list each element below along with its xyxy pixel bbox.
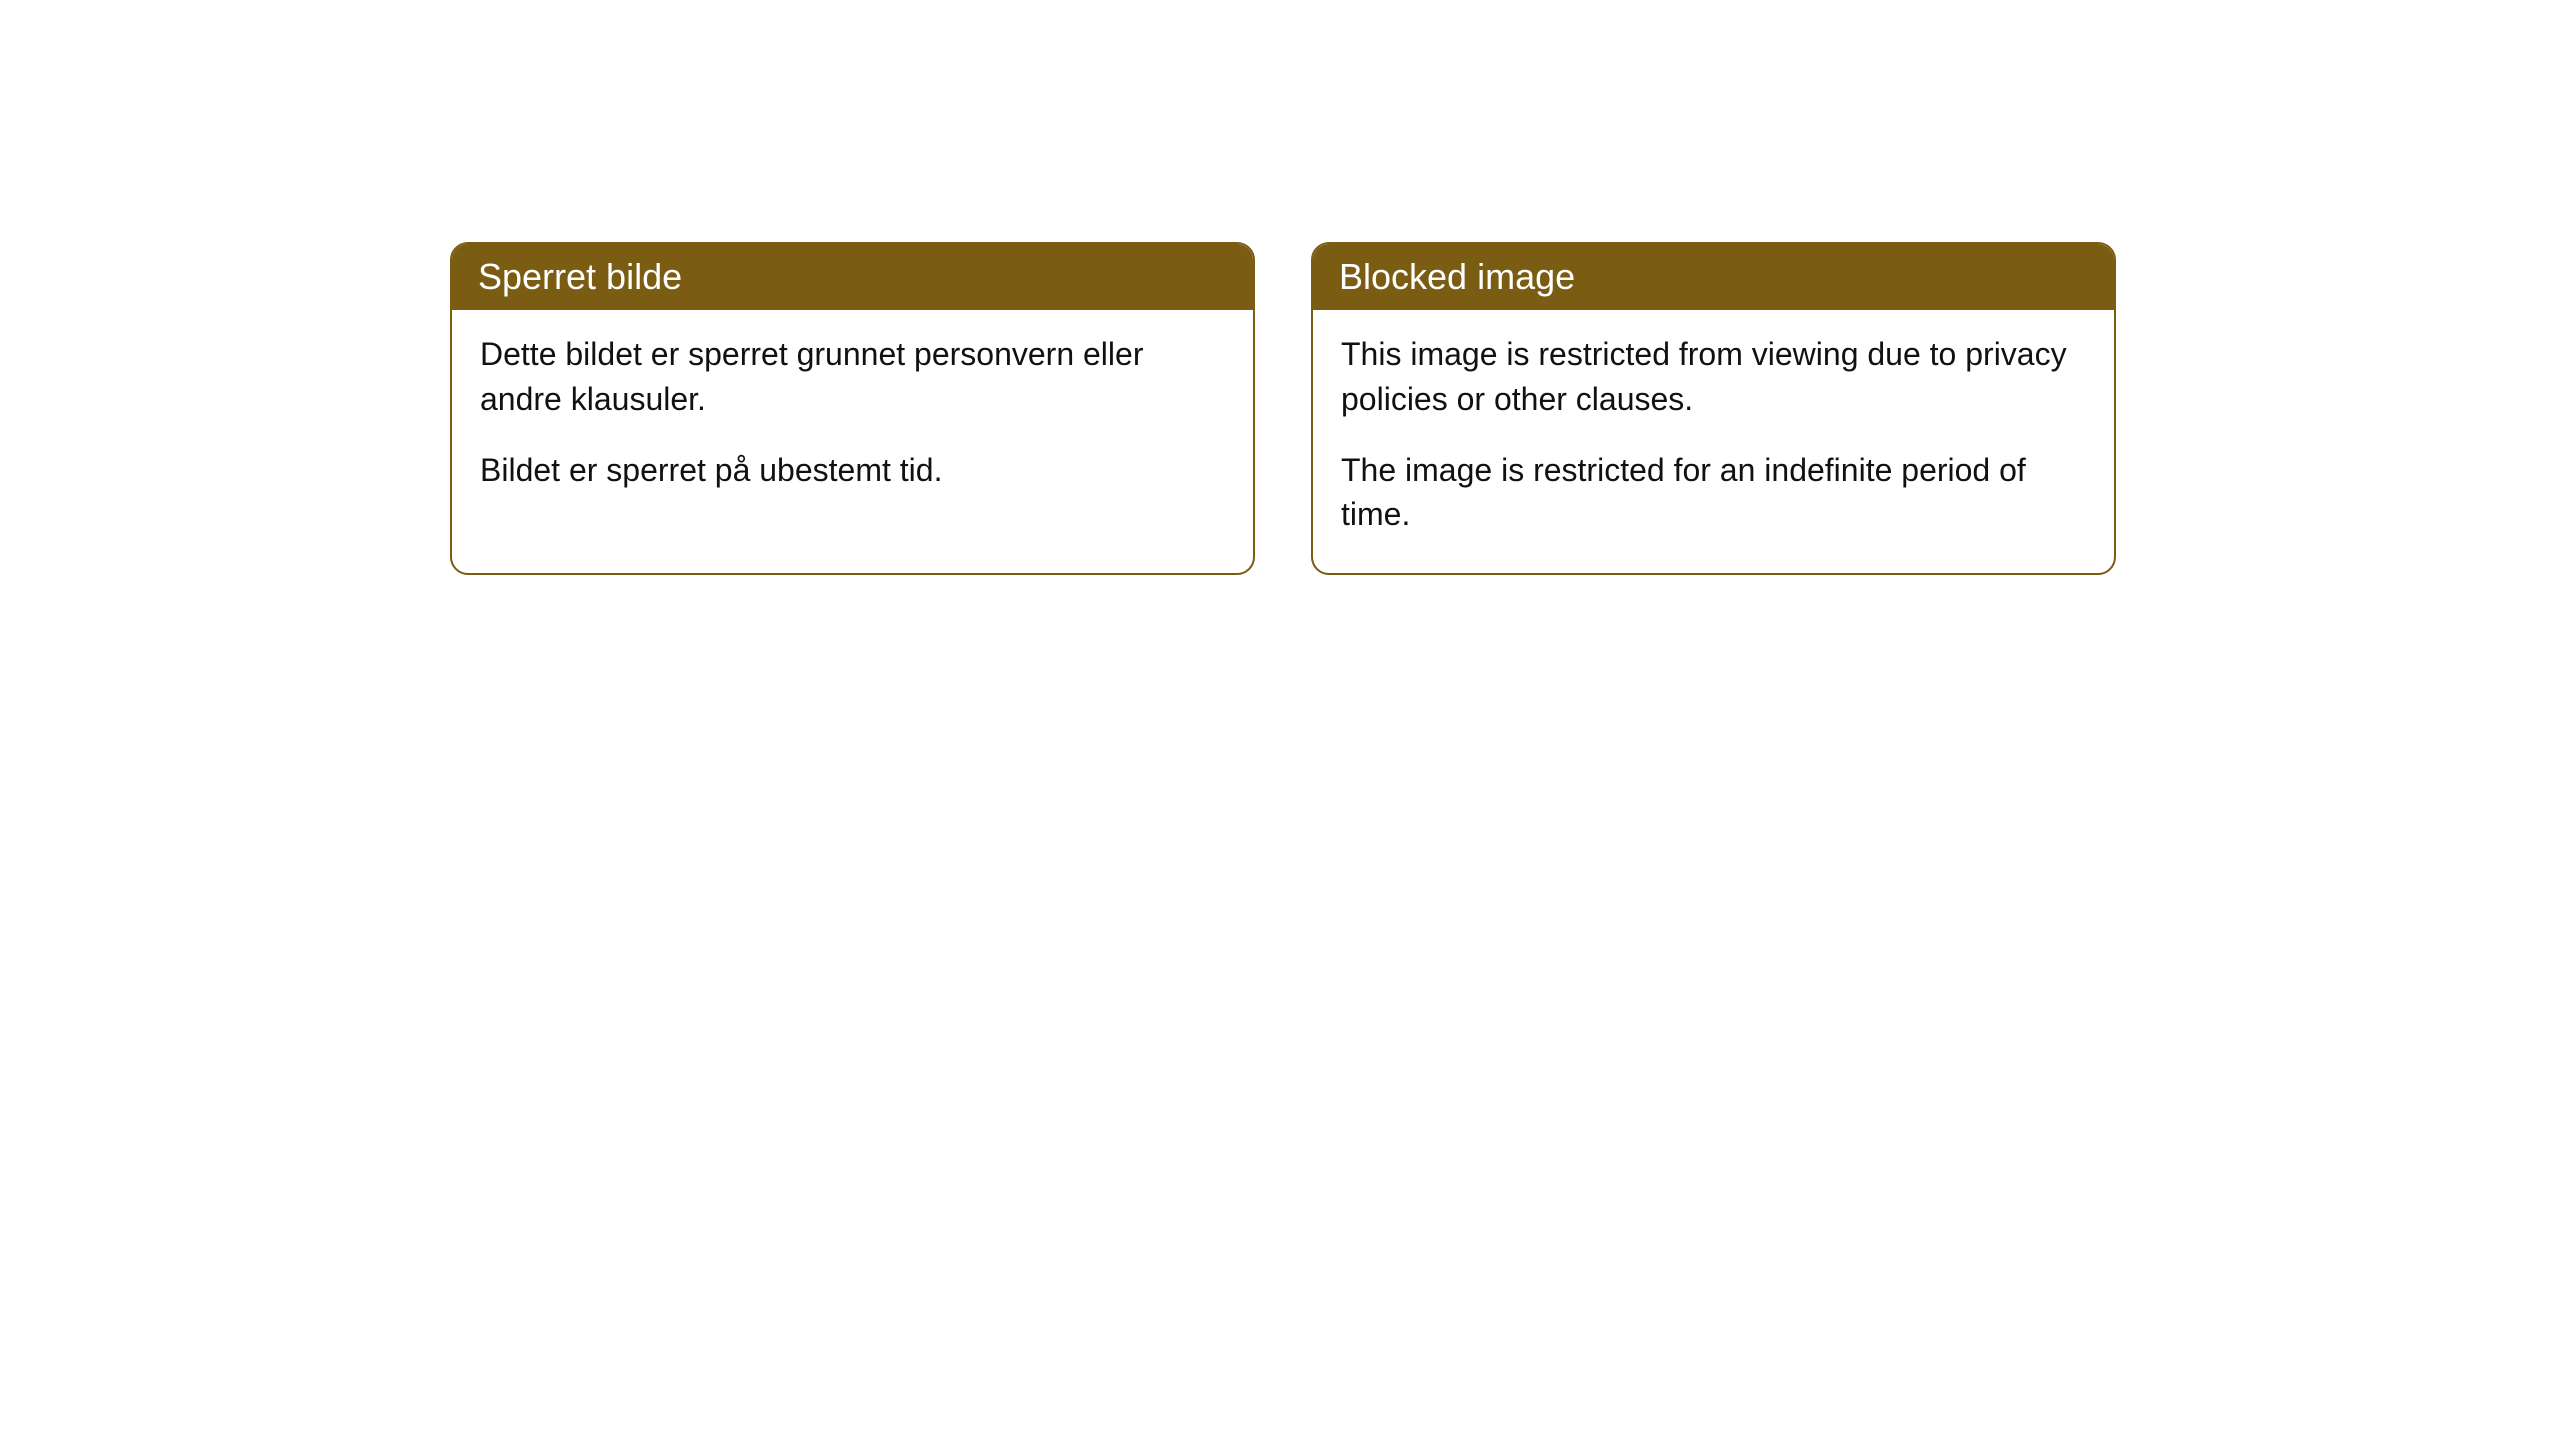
notice-card-english: Blocked image This image is restricted f… (1311, 242, 2116, 575)
notice-card-norwegian: Sperret bilde Dette bildet er sperret gr… (450, 242, 1255, 575)
notice-container: Sperret bilde Dette bildet er sperret gr… (450, 242, 2116, 575)
card-paragraph: Bildet er sperret på ubestemt tid. (480, 448, 1225, 493)
card-body: Dette bildet er sperret grunnet personve… (452, 310, 1253, 528)
card-title: Sperret bilde (478, 256, 682, 297)
card-header: Blocked image (1313, 244, 2114, 310)
card-paragraph: This image is restricted from viewing du… (1341, 332, 2086, 422)
card-paragraph: Dette bildet er sperret grunnet personve… (480, 332, 1225, 422)
card-title: Blocked image (1339, 256, 1575, 297)
card-body: This image is restricted from viewing du… (1313, 310, 2114, 573)
card-paragraph: The image is restricted for an indefinit… (1341, 448, 2086, 538)
card-header: Sperret bilde (452, 244, 1253, 310)
